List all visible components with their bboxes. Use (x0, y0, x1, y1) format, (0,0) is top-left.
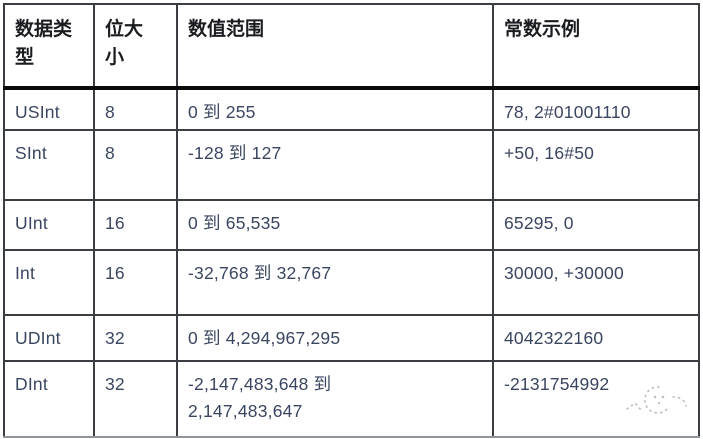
header-row: 数据类型 位大小 数值范围 常数示例 (3, 3, 700, 90)
cell-type: Int (3, 249, 95, 317)
cell-type: DInt (3, 360, 95, 439)
document-page: 数据类型 位大小 数值范围 常数示例 USInt 8 0 到 255 78, 2… (3, 3, 700, 439)
column-header-value-range: 数值范围 (176, 3, 494, 90)
table-row-int: Int 16 -32,768 到 32,767 30000, +30000 (3, 249, 700, 317)
cell-example: 78, 2#01001110 (492, 86, 700, 132)
cell-range: -2,147,483,648 到 2,147,483,647 (176, 360, 494, 439)
data-types-table: 数据类型 位大小 数值范围 常数示例 USInt 8 0 到 255 78, 2… (3, 3, 700, 439)
table-row-uint: UInt 16 0 到 65,535 65295, 0 (3, 199, 700, 252)
column-header-bit-size-label: 位大小 (105, 19, 144, 68)
table-row-dint: DInt 32 -2,147,483,648 到 2,147,483,647 -… (3, 360, 700, 439)
cell-range: 0 到 255 (176, 86, 494, 132)
column-header-data-type: 数据类型 (3, 3, 95, 90)
cell-bits: 32 (93, 360, 178, 439)
cell-example: +50, 16#50 (492, 129, 700, 202)
cell-range: 0 到 65,535 (176, 199, 494, 252)
cell-type: SInt (3, 129, 95, 202)
column-header-data-type-label: 数据类型 (15, 19, 73, 68)
cell-bits: 32 (93, 314, 178, 363)
cell-type: USInt (3, 86, 95, 132)
cell-bits: 16 (93, 199, 178, 252)
cell-type: UInt (3, 199, 95, 252)
column-header-bit-size: 位大小 (93, 3, 178, 90)
cell-example: 4042322160 (492, 314, 700, 363)
cell-range: 0 到 4,294,967,295 (176, 314, 494, 363)
cell-example: 30000, +30000 (492, 249, 700, 317)
cell-bits: 16 (93, 249, 178, 317)
column-header-constant-example: 常数示例 (492, 3, 700, 90)
table-row-udint: UDInt 32 0 到 4,294,967,295 4042322160 (3, 314, 700, 363)
cell-bits: 8 (93, 129, 178, 202)
cell-range-text: -2,147,483,648 到 2,147,483,647 (188, 374, 332, 421)
cell-example: 65295, 0 (492, 199, 700, 252)
cell-type: UDInt (3, 314, 95, 363)
cell-example: -2131754992 (492, 360, 700, 439)
cell-bits: 8 (93, 86, 178, 132)
table-row-sint: SInt 8 -128 到 127 +50, 16#50 (3, 129, 700, 202)
cell-range: -128 到 127 (176, 129, 494, 202)
table-row-usint: USInt 8 0 到 255 78, 2#01001110 (3, 86, 700, 132)
cell-range: -32,768 到 32,767 (176, 249, 494, 317)
